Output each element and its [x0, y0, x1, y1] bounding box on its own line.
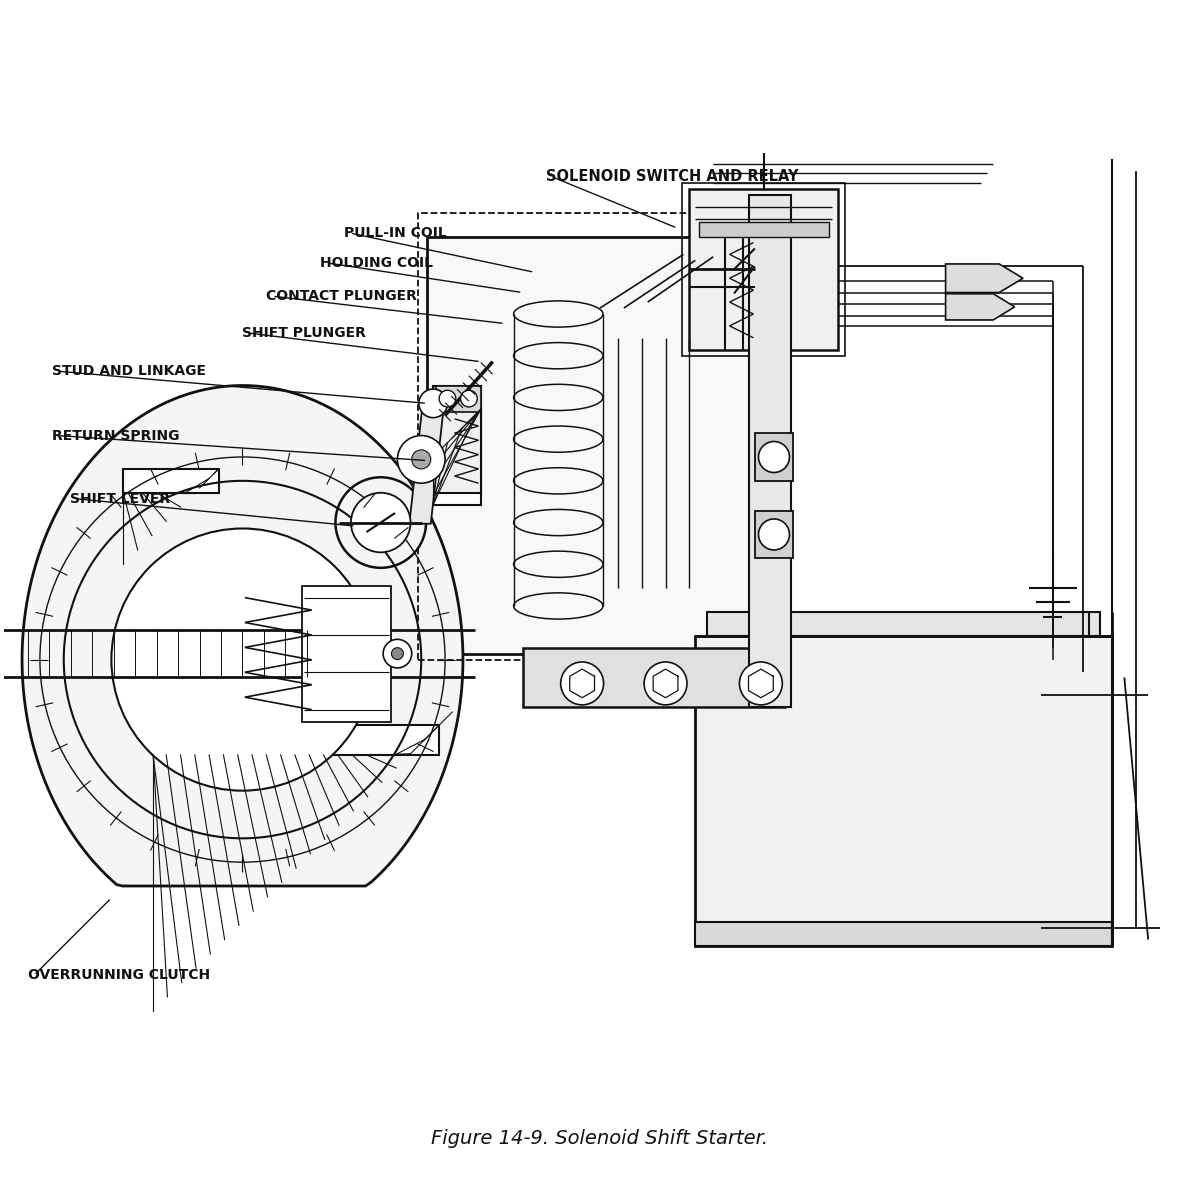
Text: HOLDING COIL: HOLDING COIL [320, 256, 433, 270]
Bar [683, 182, 846, 355]
Text: RETURN SPRING: RETURN SPRING [52, 428, 179, 443]
Bar [124, 469, 218, 493]
Circle shape [461, 390, 478, 407]
Bar [749, 194, 791, 707]
Bar [154, 725, 439, 755]
Bar [689, 188, 839, 349]
Bar [436, 385, 481, 412]
Bar [154, 725, 439, 755]
Bar [418, 212, 764, 660]
Circle shape [758, 442, 790, 473]
Text: STUD AND LINKAGE: STUD AND LINKAGE [52, 365, 206, 378]
Circle shape [644, 662, 686, 704]
Text: PULL-IN COIL: PULL-IN COIL [343, 226, 446, 240]
Bar [522, 648, 785, 707]
Bar [698, 222, 829, 236]
Text: CONTACT PLUNGER: CONTACT PLUNGER [266, 289, 418, 304]
Bar [755, 511, 793, 558]
Text: SHIFT PLUNGER: SHIFT PLUNGER [242, 326, 366, 340]
Bar [695, 922, 1112, 946]
Circle shape [397, 436, 445, 484]
Bar [427, 236, 755, 654]
Polygon shape [946, 294, 1015, 320]
Polygon shape [946, 264, 1024, 293]
Circle shape [439, 390, 456, 407]
Circle shape [383, 640, 412, 668]
Bar [433, 385, 481, 493]
Bar [755, 433, 793, 481]
Text: SHIFT LEVER: SHIFT LEVER [70, 492, 170, 505]
Circle shape [560, 662, 604, 704]
Text: Figure 14-9. Solenoid Shift Starter.: Figure 14-9. Solenoid Shift Starter. [432, 1129, 768, 1148]
Circle shape [412, 450, 431, 469]
Bar [124, 469, 218, 493]
Circle shape [419, 389, 448, 418]
Circle shape [739, 662, 782, 704]
Polygon shape [409, 395, 445, 523]
Bar [433, 409, 481, 505]
Text: SOLENOID SWITCH AND RELAY: SOLENOID SWITCH AND RELAY [546, 169, 799, 185]
Bar [707, 612, 1100, 636]
Polygon shape [22, 385, 463, 886]
Text: OVERRUNNING CLUTCH: OVERRUNNING CLUTCH [28, 968, 210, 983]
Circle shape [336, 478, 426, 568]
Bar [695, 636, 1112, 946]
Bar [302, 586, 391, 721]
Circle shape [112, 528, 373, 791]
Bar [433, 409, 481, 505]
Circle shape [391, 648, 403, 660]
Circle shape [758, 518, 790, 550]
Circle shape [350, 493, 410, 552]
